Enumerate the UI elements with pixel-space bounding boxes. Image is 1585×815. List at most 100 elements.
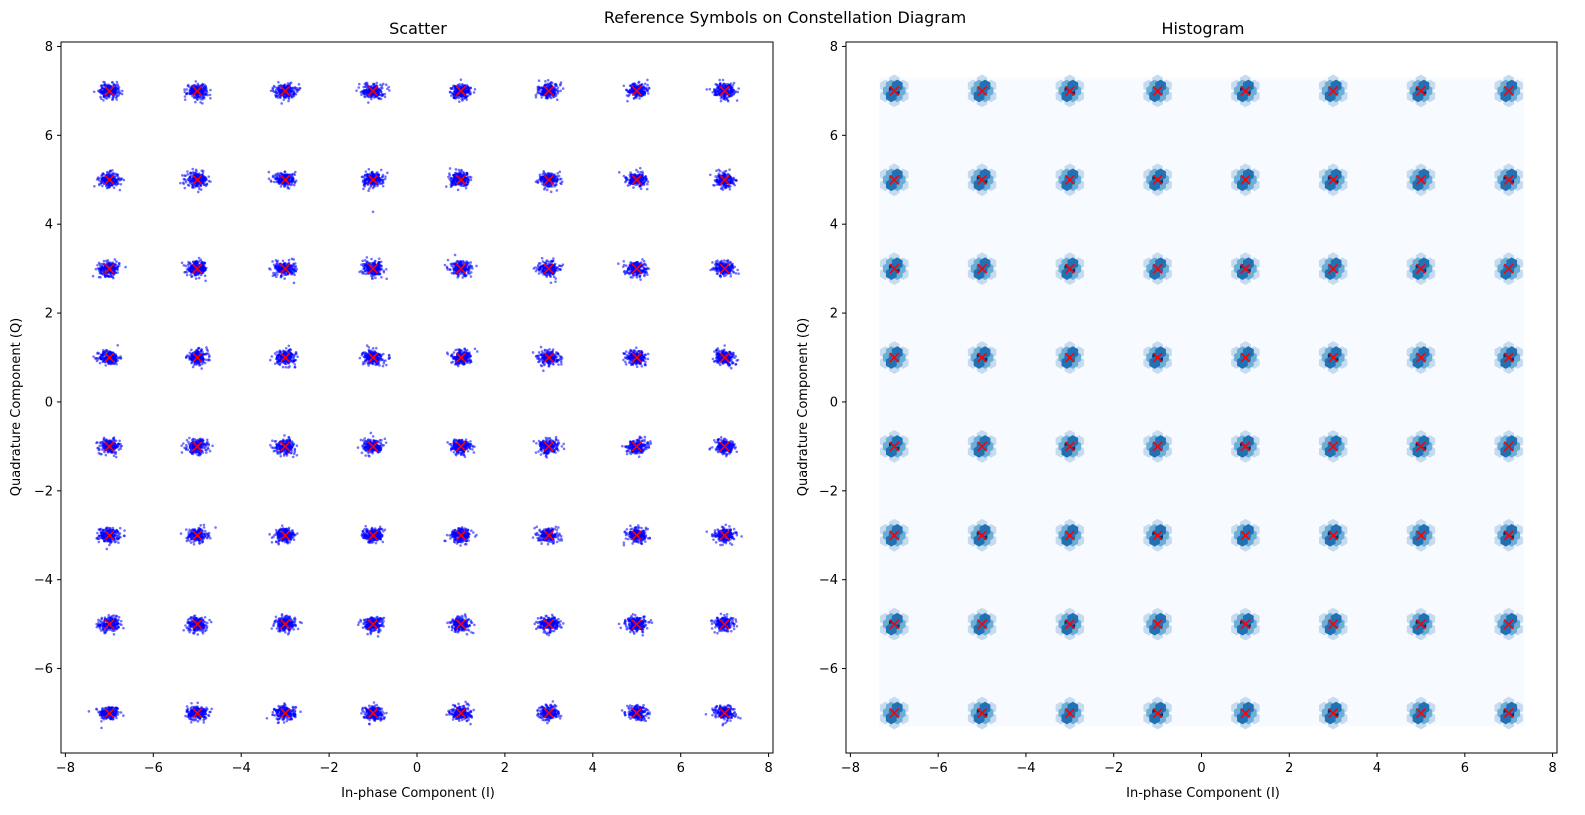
sample-point (184, 624, 187, 627)
sample-point (102, 446, 106, 450)
sample-point (115, 708, 118, 712)
sample-point (100, 173, 104, 177)
sample-point (278, 630, 282, 633)
sample-point (203, 529, 207, 533)
sample-point (291, 360, 295, 364)
sample-point (186, 263, 190, 267)
sample-point (201, 539, 205, 543)
sample-point (282, 721, 286, 724)
sample-point (105, 526, 109, 530)
sample-point (199, 101, 202, 104)
sample-point (204, 448, 207, 452)
sample-point (118, 439, 121, 443)
sample-cluster (269, 434, 299, 459)
sample-point (115, 172, 118, 176)
sample-point (106, 83, 110, 86)
sample-point (271, 713, 274, 717)
sample-point (93, 185, 96, 188)
sample-point (106, 186, 110, 189)
sample-point (293, 365, 297, 369)
sample-point (192, 543, 196, 546)
sample-point (99, 620, 103, 624)
sample-point (205, 438, 209, 442)
sample-point (292, 623, 296, 626)
scatter-title: Scatter (389, 19, 447, 38)
sample-point (108, 709, 111, 712)
sample-point (97, 623, 101, 627)
sample-point (122, 714, 125, 717)
sample-point (282, 704, 285, 707)
sample-point (98, 183, 101, 187)
sample-point (276, 721, 280, 725)
sample-point (275, 275, 278, 279)
sample-point (180, 444, 183, 447)
sample-point (274, 528, 278, 532)
sample-point (273, 352, 277, 355)
sample-point (285, 614, 289, 618)
sample-point (283, 449, 286, 453)
sample-point (98, 713, 102, 717)
sample-point (102, 622, 105, 625)
sample-point (102, 534, 106, 537)
sample-point (113, 258, 117, 261)
sample-point (102, 80, 105, 84)
sample-point (201, 178, 204, 182)
sample-point (112, 436, 116, 439)
sample-point (280, 445, 284, 448)
sample-point (187, 712, 191, 716)
sample-point (194, 273, 197, 277)
sample-point (193, 84, 197, 87)
sample-point (116, 531, 120, 534)
sample-point (202, 175, 206, 179)
sample-point (107, 613, 111, 617)
sample-point (119, 619, 123, 623)
sample-point (285, 351, 288, 355)
sample-point (271, 260, 274, 263)
sample-point (272, 449, 276, 453)
sample-point (282, 717, 286, 721)
sample-point (203, 91, 206, 95)
sample-point (114, 531, 118, 534)
sample-point (114, 712, 117, 716)
sample-point (115, 98, 119, 101)
sample-point (287, 344, 291, 348)
sample-point (283, 277, 286, 280)
sample-point (296, 532, 299, 535)
sample-point (271, 446, 275, 450)
sample-point (190, 348, 193, 352)
sample-point (185, 273, 189, 277)
sample-point (105, 273, 109, 277)
sample-point (186, 178, 190, 181)
sample-point (189, 625, 193, 628)
sample-point (97, 618, 100, 622)
sample-point (114, 628, 117, 631)
sample-point (102, 93, 105, 96)
sample-point (115, 615, 119, 618)
sample-point (105, 97, 109, 100)
sample-point (112, 633, 116, 636)
sample-point (201, 715, 205, 719)
sample-point (194, 80, 198, 83)
sample-point (99, 95, 102, 99)
sample-point (270, 536, 274, 539)
sample-point (290, 621, 293, 624)
sample-point (183, 88, 186, 91)
sample-point (192, 705, 196, 709)
sample-point (295, 444, 299, 448)
sample-point (293, 616, 297, 620)
sample-point (299, 710, 302, 714)
sample-point (195, 182, 199, 185)
sample-point (188, 528, 191, 532)
sample-point (280, 614, 284, 617)
sample-point (107, 275, 111, 278)
sample-point (122, 534, 126, 538)
sample-point (267, 170, 271, 174)
sample-point (119, 445, 122, 448)
sample-point (110, 451, 114, 455)
sample-point (203, 361, 207, 365)
sample-point (108, 262, 112, 265)
sample-point (190, 701, 193, 705)
sample-point (98, 270, 102, 273)
sample-point (102, 350, 105, 354)
sample-point (97, 448, 101, 452)
